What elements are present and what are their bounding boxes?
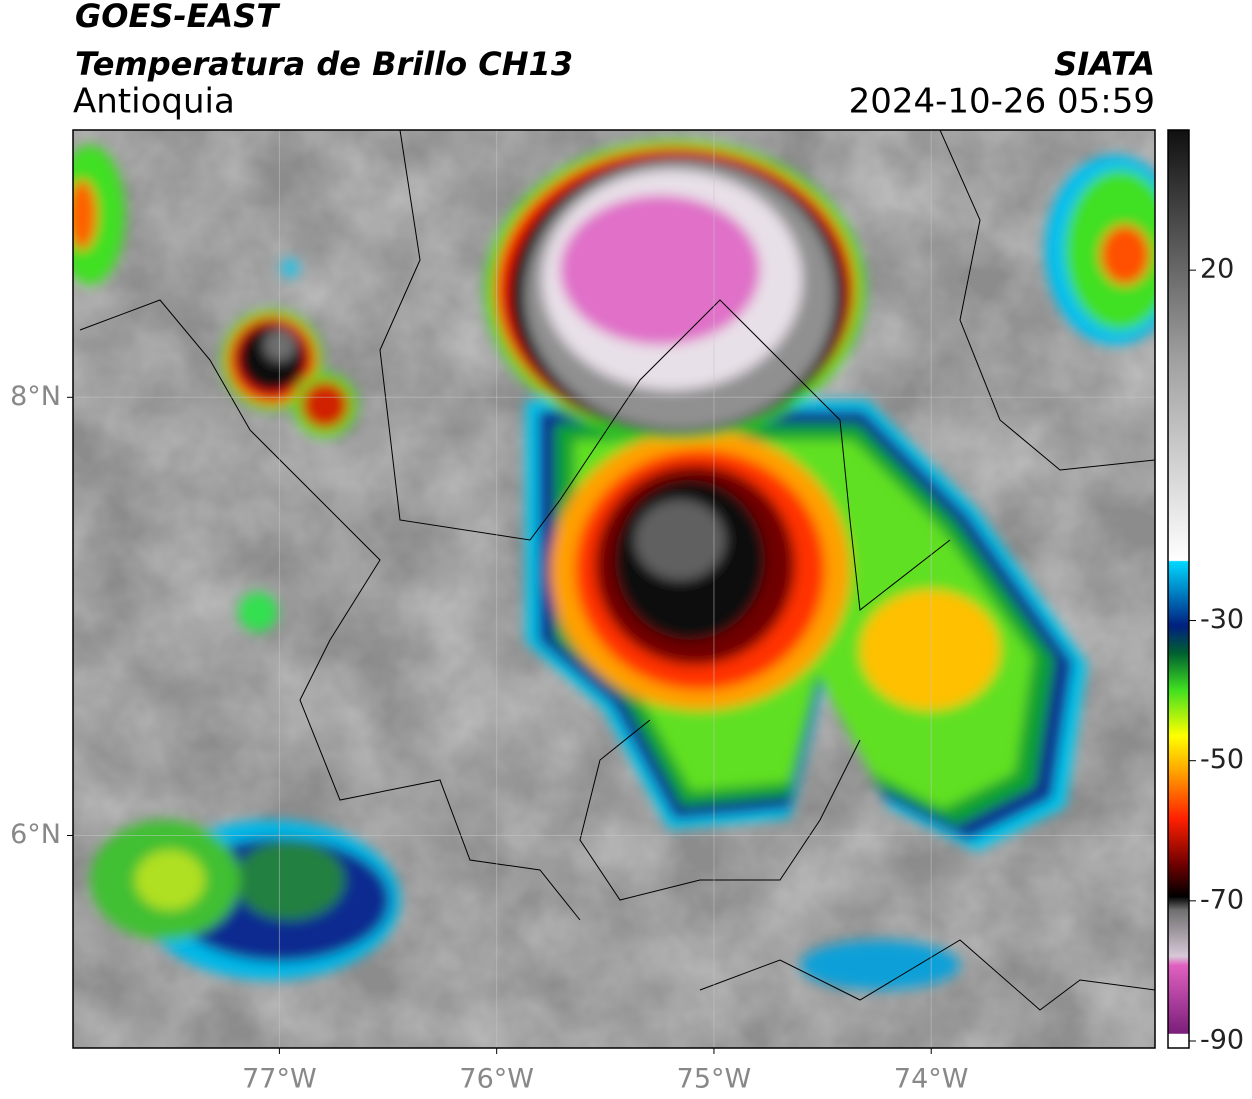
map-area xyxy=(73,130,1155,1048)
x-tick-label: 74°W xyxy=(894,1064,969,1095)
x-tick-label: 77°W xyxy=(242,1064,317,1095)
y-tick-label: 8°N xyxy=(10,381,61,412)
source: SIATA xyxy=(1054,45,1155,83)
y-tick-label: 6°N xyxy=(10,819,61,850)
colorbar-tick-label: 20 xyxy=(1200,254,1234,285)
colorbar-tick-label: -90 xyxy=(1200,1024,1244,1055)
region: Antioquia xyxy=(73,82,235,122)
title: GOES-EAST xyxy=(75,0,280,35)
colorbar xyxy=(1167,129,1190,1049)
timestamp: 2024-10-26 05:59 xyxy=(849,82,1155,122)
x-tick-label: 76°W xyxy=(459,1064,534,1095)
colorbar-tick-label: -50 xyxy=(1200,744,1244,775)
colorbar-tick-label: -30 xyxy=(1200,604,1244,635)
map-frame xyxy=(72,129,1156,1049)
subtitle: Temperatura de Brillo CH13 xyxy=(75,45,573,83)
x-tick-label: 75°W xyxy=(677,1064,752,1095)
colorbar-tick-label: -70 xyxy=(1200,884,1244,915)
